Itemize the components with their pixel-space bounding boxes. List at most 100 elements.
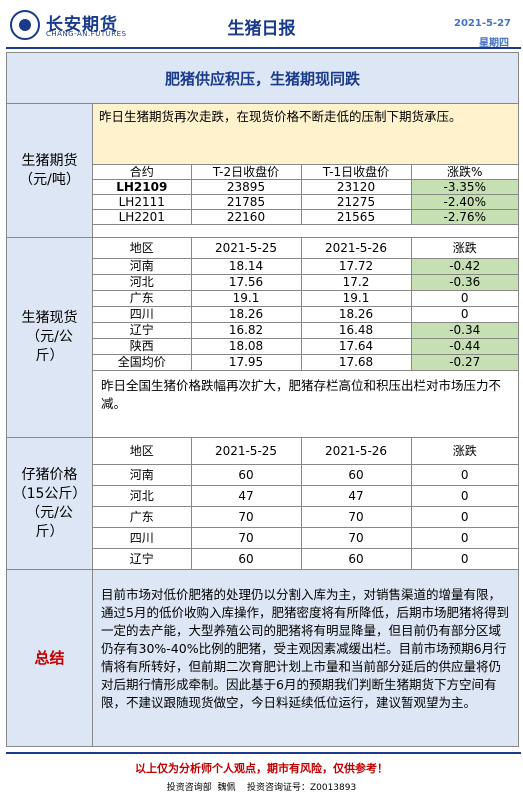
header-cell: 2021-5-25	[190, 438, 302, 465]
risk-disclaimer: 以上仅为分析师个人观点，期市有风险，仅供参考！	[135, 762, 388, 775]
price-cell: 21565	[300, 209, 412, 225]
logo-en-text: CHANG-AN.FUTURES	[46, 30, 127, 38]
region-cell: 河南	[93, 257, 192, 275]
header-cell: 地区	[93, 238, 192, 259]
spot-section: 地区 2021-5-25 2021-5-26 涨跌 河南 18.14 17.72 -0…	[93, 238, 518, 438]
table-row: LH2111 21785 21275 -2.40%	[93, 194, 518, 210]
change-cell: -2.76%	[410, 209, 518, 225]
header-cell: 涨跌	[410, 238, 518, 259]
region-cell: 辽宁	[93, 547, 192, 569]
price-cell: 17.56	[190, 273, 302, 291]
price-cell: 19.1	[300, 289, 412, 307]
spot-comment: 昨日全国生猪价格跌幅再次扩大，肥猪存栏高位和积压出栏对市场压力不减。	[93, 370, 518, 419]
contract-cell: LH2111	[93, 194, 192, 210]
price-cell: 19.1	[190, 289, 302, 307]
change-cell: -3.35%	[410, 179, 518, 195]
logo-cn-text: 长安期货	[46, 15, 118, 35]
region-cell: 广东	[93, 505, 192, 528]
header-cell: 合约	[93, 164, 192, 180]
header-cell: 2021-5-26	[300, 238, 412, 259]
piglet-table: 地区 2021-5-25 2021-5-26 涨跌 河南 60 60 0 河北 47 47 0…	[93, 438, 518, 569]
price-cell: 18.08	[190, 337, 302, 355]
table-row: 广东 70 70 0	[93, 505, 518, 528]
piglet-section-label: 仔猪价格 （15公斤） （元/公 斤）	[7, 438, 93, 570]
header-divider	[6, 47, 521, 49]
table-row: 河北 47 47 0	[93, 484, 518, 507]
header-cell: T-1日收盘价	[300, 164, 412, 180]
price-cell: 60	[300, 463, 412, 486]
table-row: 河南 60 60 0	[93, 463, 518, 486]
price-cell: 21275	[300, 194, 412, 210]
contract-cell: LH2201	[93, 209, 192, 225]
price-cell: 60	[190, 547, 302, 569]
price-cell: 70	[300, 526, 412, 549]
region-cell: 四川	[93, 526, 192, 549]
price-cell: 16.82	[190, 321, 302, 339]
header-cell: 涨跌%	[410, 164, 518, 180]
region-cell: 全国均价	[93, 353, 192, 371]
table-row: 河北 17.56 17.2 -0.36	[93, 273, 518, 291]
header-cell: 地区	[93, 438, 192, 465]
summary-section: 目前市场对低价肥猪的处理仍以分割入库为主，对销售渠道的增量有限，通过5月的低价收…	[93, 570, 518, 746]
change-cell: -0.34	[410, 321, 518, 339]
report-frame: 肥猪供应积压，生猪期现同跌 生猪期货 （元/吨） 昨日生猪期货再次走跌，在现货价…	[6, 52, 519, 747]
price-cell: 60	[300, 547, 412, 569]
price-cell: 18.26	[190, 305, 302, 323]
change-cell: -0.27	[410, 353, 518, 371]
price-cell: 16.48	[300, 321, 412, 339]
price-cell: 17.72	[300, 257, 412, 275]
region-cell: 河北	[93, 273, 192, 291]
price-cell: 47	[190, 484, 302, 507]
price-cell: 23120	[300, 179, 412, 195]
table-row: 四川 70 70 0	[93, 526, 518, 549]
report-date: 2021-5-27	[453, 18, 511, 29]
price-cell: 60	[190, 463, 302, 486]
price-cell: 70	[300, 505, 412, 528]
price-cell: 18.14	[190, 257, 302, 275]
table-row: 河南 18.14 17.72 -0.42	[93, 257, 518, 275]
region-cell: 河北	[93, 484, 192, 507]
table-row: LH2109 23895 23120 -3.35%	[93, 179, 518, 195]
change-cell: 0	[410, 289, 518, 307]
change-cell: -0.42	[410, 257, 518, 275]
spot-table: 地区 2021-5-25 2021-5-26 涨跌 河南 18.14 17.72 -0…	[93, 238, 518, 371]
change-cell: 0	[410, 463, 518, 486]
region-cell: 陕西	[93, 337, 192, 355]
table-row: 陕西 18.08 17.64 -0.44	[93, 337, 518, 355]
price-cell: 47	[300, 484, 412, 507]
logo-emblem-icon	[10, 10, 40, 40]
footer-divider	[6, 752, 521, 754]
futures-table-header: 合约 T-2日收盘价 T-1日收盘价 涨跌%	[93, 164, 518, 180]
piglet-section: 地区 2021-5-25 2021-5-26 涨跌 河南 60 60 0 河北 47 47 0…	[93, 438, 518, 570]
change-cell: 0	[410, 505, 518, 528]
change-cell: -2.40%	[410, 194, 518, 210]
piglet-table-header: 地区 2021-5-25 2021-5-26 涨跌	[93, 438, 518, 465]
price-cell: 23895	[190, 179, 302, 195]
region-cell: 广东	[93, 289, 192, 307]
contract-cell: LH2109	[93, 179, 192, 195]
company-logo: 长安期货 CHANG-AN.FUTURES	[10, 10, 140, 42]
change-cell: 0	[410, 484, 518, 507]
futures-section-label: 生猪期货 （元/吨）	[7, 104, 93, 238]
price-cell: 70	[190, 526, 302, 549]
table-row: 四川 18.26 18.26 0	[93, 305, 518, 323]
summary-text: 目前市场对低价肥猪的处理仍以分割入库为主，对销售渠道的增量有限，通过5月的低价收…	[93, 570, 518, 728]
table-row: 辽宁 16.82 16.48 -0.34	[93, 321, 518, 339]
header-cell: 涨跌	[410, 438, 518, 465]
change-cell: 0	[410, 526, 518, 549]
header-cell: 2021-5-25	[190, 238, 302, 259]
region-cell: 辽宁	[93, 321, 192, 339]
report-title: 生猪日报	[227, 19, 296, 39]
futures-table: 合约 T-2日收盘价 T-1日收盘价 涨跌% LH2109 23895 2312…	[93, 164, 518, 225]
change-cell: -0.44	[410, 337, 518, 355]
table-row: 广东 19.1 19.1 0	[93, 289, 518, 307]
spot-table-header: 地区 2021-5-25 2021-5-26 涨跌	[93, 238, 518, 259]
price-cell: 17.95	[190, 353, 302, 371]
price-cell: 17.64	[300, 337, 412, 355]
price-cell: 22160	[190, 209, 302, 225]
header-cell: 2021-5-26	[300, 438, 412, 465]
change-cell: 0	[410, 305, 518, 323]
table-row: LH2201 22160 21565 -2.76%	[93, 209, 518, 225]
futures-section: 昨日生猪期货再次走跌，在现货价格不断走低的压制下期货承压。 合约 T-2日收盘价…	[93, 104, 518, 238]
headline-banner: 肥猪供应积压，生猪期现同跌	[7, 53, 518, 104]
